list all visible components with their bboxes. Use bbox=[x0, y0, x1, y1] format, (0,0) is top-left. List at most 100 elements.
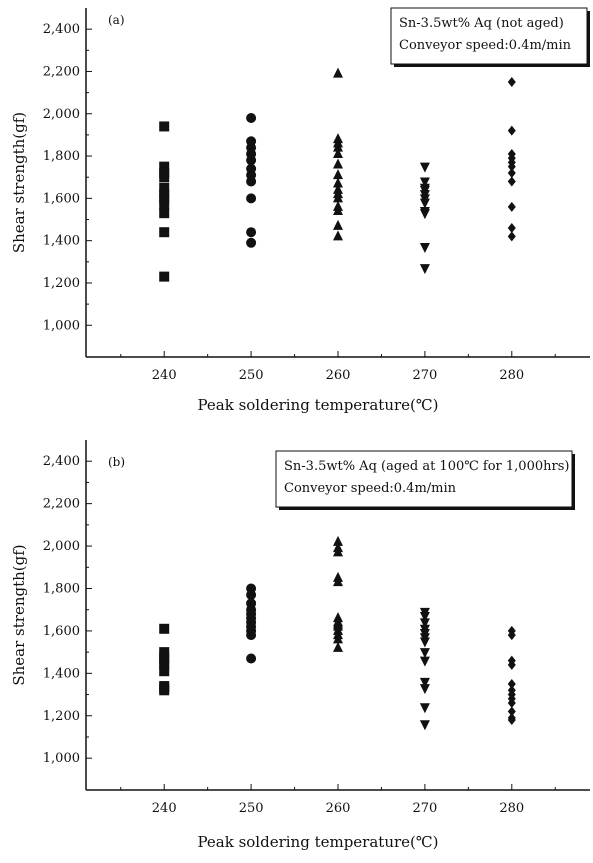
data-point-circle-250 bbox=[246, 193, 257, 204]
x-tick-label: 270 bbox=[412, 801, 437, 816]
data-point-triangle-down-270 bbox=[419, 648, 430, 659]
data-point-triangle-down-270 bbox=[419, 656, 430, 667]
x-tick-label: 240 bbox=[152, 368, 177, 383]
data-point-triangle-down-270 bbox=[419, 720, 430, 731]
data-point-triangle-up-260 bbox=[333, 219, 343, 230]
data-point-triangle-up-260 bbox=[333, 147, 343, 158]
data-point-triangle-up-260 bbox=[333, 192, 343, 203]
scatter-panel-a: 1,000 1,200 1,400 1,600 1,800 2,000 2,200 2,400… bbox=[10, 7, 590, 414]
data-point-square-240 bbox=[159, 199, 170, 210]
data-point-triangle-up-260 bbox=[333, 169, 343, 180]
data-point-triangle-up-260 bbox=[333, 230, 343, 241]
y-tick-label: 2,200 bbox=[43, 64, 80, 79]
y-axis-title: Shear strength(gf) bbox=[10, 112, 28, 253]
data-point-triangle-down-270 bbox=[419, 177, 430, 188]
data-point-triangle-down-270 bbox=[419, 703, 430, 714]
x-tick-label: 270 bbox=[412, 368, 437, 383]
data-point-square-240 bbox=[159, 227, 170, 238]
legend-box bbox=[390, 7, 588, 65]
y-tick-label: 1,400 bbox=[43, 234, 80, 249]
data-point-diamond-280 bbox=[507, 167, 516, 178]
y-axis-title: Shear strength(gf) bbox=[10, 544, 28, 685]
data-point-square-240 bbox=[159, 659, 170, 670]
data-point-square-240 bbox=[159, 666, 170, 677]
panel-label: (b) bbox=[108, 455, 125, 469]
scatter-panel-b: 1,000 1,200 1,400 1,600 1,800 2,000 2,200 2,400… bbox=[10, 440, 590, 851]
data-point-square-240 bbox=[159, 161, 170, 172]
x-tick-label: 240 bbox=[152, 801, 177, 816]
y-tick-label: 2,200 bbox=[43, 497, 80, 512]
data-point-square-240 bbox=[159, 172, 170, 183]
data-point-square-240 bbox=[159, 121, 170, 132]
data-point-triangle-up-260 bbox=[333, 546, 343, 557]
data-point-circle-250 bbox=[246, 112, 257, 123]
data-point-square-240 bbox=[159, 182, 170, 193]
x-tick-label: 250 bbox=[239, 801, 264, 816]
data-point-triangle-up-260 bbox=[333, 67, 343, 78]
data-point-triangle-down-270 bbox=[419, 264, 430, 275]
data-point-square-240 bbox=[159, 193, 170, 204]
data-point-diamond-280 bbox=[507, 678, 516, 689]
data-point-diamond-280 bbox=[507, 201, 516, 212]
data-point-circle-250 bbox=[246, 155, 257, 166]
y-tick-label: 1,000 bbox=[43, 318, 80, 333]
data-point-triangle-up-260 bbox=[333, 633, 343, 644]
data-point-circle-250 bbox=[246, 237, 257, 248]
data-point-triangle-up-260 bbox=[333, 535, 343, 546]
data-point-triangle-down-270 bbox=[419, 198, 430, 209]
x-axis-title: Peak soldering temperature(℃) bbox=[197, 833, 438, 851]
data-point-diamond-280 bbox=[507, 176, 516, 187]
x-axis-title: Peak soldering temperature(℃) bbox=[197, 396, 438, 414]
data-point-circle-250 bbox=[246, 653, 257, 664]
data-point-diamond-280 bbox=[507, 659, 516, 670]
data-point-triangle-down-270 bbox=[419, 618, 430, 629]
data-point-triangle-up-260 bbox=[333, 158, 343, 169]
legend-line: Sn-3.5wt% Aq (aged at 100℃ for 1,000hrs) bbox=[284, 459, 569, 474]
data-point-triangle-up-260 bbox=[333, 205, 343, 216]
data-point-square-240 bbox=[159, 271, 170, 282]
y-tick-label: 2,400 bbox=[43, 22, 80, 37]
data-point-diamond-280 bbox=[507, 77, 516, 88]
data-point-triangle-up-260 bbox=[333, 141, 343, 152]
legend-line: Conveyor speed:0.4m/min bbox=[284, 481, 457, 496]
y-tick-label: 1,600 bbox=[43, 624, 80, 639]
data-point-triangle-up-260 bbox=[333, 641, 343, 652]
x-tick-label: 280 bbox=[499, 368, 524, 383]
data-point-triangle-down-270 bbox=[419, 637, 430, 648]
y-tick-label: 1,800 bbox=[43, 149, 80, 164]
y-tick-label: 2,000 bbox=[43, 539, 80, 554]
legend-line: Sn-3.5wt% Aq (not aged) bbox=[399, 16, 564, 31]
data-point-square-240 bbox=[159, 623, 170, 634]
x-tick-label: 260 bbox=[326, 801, 351, 816]
y-tick-label: 2,000 bbox=[43, 107, 80, 122]
data-point-triangle-down-270 bbox=[419, 684, 430, 695]
data-point-diamond-280 bbox=[507, 706, 516, 717]
data-point-diamond-280 bbox=[507, 231, 516, 242]
data-point-triangle-down-270 bbox=[419, 612, 430, 623]
x-tick-label: 280 bbox=[499, 801, 524, 816]
data-point-square-240 bbox=[159, 208, 170, 219]
data-point-circle-250 bbox=[246, 589, 257, 600]
panel-label: (a) bbox=[108, 13, 125, 27]
y-tick-label: 1,800 bbox=[43, 581, 80, 596]
data-point-circle-250 bbox=[246, 176, 257, 187]
data-point-triangle-down-270 bbox=[419, 243, 430, 254]
data-point-triangle-down-270 bbox=[419, 677, 430, 688]
y-tick-label: 1,600 bbox=[43, 191, 80, 206]
x-tick-label: 250 bbox=[239, 368, 264, 383]
data-point-diamond-280 bbox=[507, 161, 516, 172]
data-point-diamond-280 bbox=[507, 630, 516, 641]
data-point-diamond-280 bbox=[507, 698, 516, 709]
data-point-square-240 bbox=[159, 685, 170, 696]
data-point-triangle-up-260 bbox=[333, 576, 343, 587]
data-point-diamond-280 bbox=[507, 715, 516, 725]
y-tick-label: 1,200 bbox=[43, 276, 80, 291]
data-point-triangle-up-260 bbox=[333, 177, 343, 188]
y-tick-label: 2,400 bbox=[43, 454, 80, 469]
y-tick-label: 1,400 bbox=[43, 666, 80, 681]
legend-box bbox=[275, 450, 573, 508]
legend-line: Conveyor speed:0.4m/min bbox=[399, 38, 572, 53]
data-point-circle-250 bbox=[246, 630, 257, 641]
